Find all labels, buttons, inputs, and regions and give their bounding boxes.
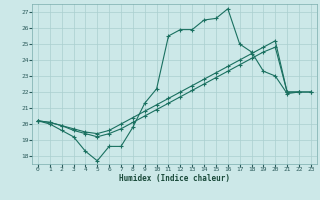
- X-axis label: Humidex (Indice chaleur): Humidex (Indice chaleur): [119, 174, 230, 183]
